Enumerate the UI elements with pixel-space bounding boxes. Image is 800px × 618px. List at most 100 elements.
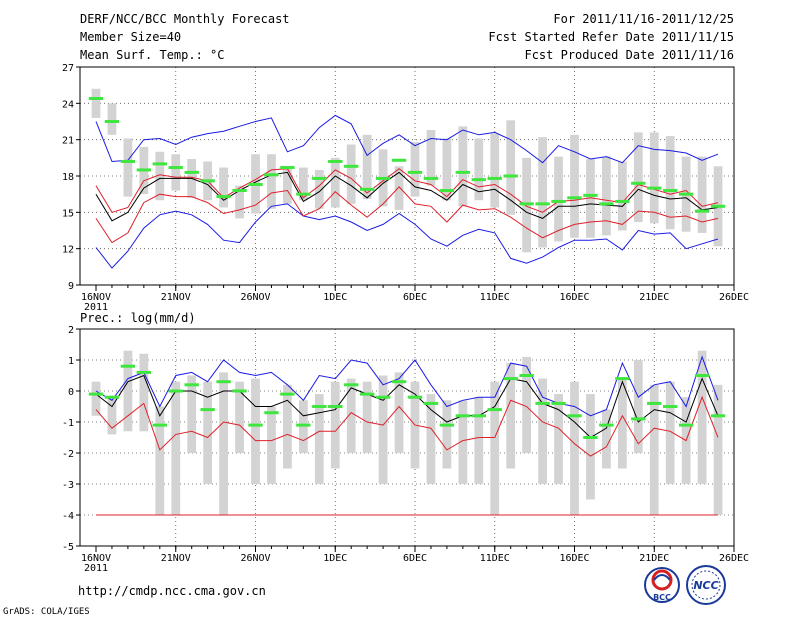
- median-marker: [583, 436, 598, 439]
- x-tick-label: 21DEC: [639, 553, 669, 564]
- median-marker: [104, 395, 120, 399]
- median-marker: [423, 176, 439, 180]
- median-marker: [535, 202, 550, 206]
- ncc-logo-text: NCC: [693, 579, 718, 592]
- ensemble-box: [362, 134, 372, 200]
- median-marker: [647, 401, 662, 405]
- median-marker: [678, 423, 694, 427]
- x-year-label: 2011: [84, 302, 108, 313]
- ensemble-box: [187, 375, 197, 453]
- ensemble-box: [314, 394, 324, 484]
- ensemble-box: [665, 381, 675, 484]
- x-tick-label: 1DEC: [323, 292, 347, 303]
- median-marker: [583, 193, 598, 197]
- ensemble-box: [506, 120, 516, 215]
- median-marker: [184, 170, 199, 174]
- median-marker: [344, 383, 359, 387]
- median-marker: [535, 401, 550, 405]
- median-marker: [248, 182, 263, 186]
- median-marker: [344, 164, 359, 168]
- forecast-period: For 2011/11/16-2011/12/25: [553, 12, 734, 26]
- ensemble-box: [314, 169, 324, 209]
- median-marker: [407, 170, 423, 174]
- median-marker: [104, 120, 120, 123]
- ensemble-box: [394, 372, 404, 453]
- lower-sd-line: [95, 186, 719, 244]
- median-marker: [152, 162, 167, 166]
- ensemble-box: [713, 384, 723, 515]
- median-marker: [694, 374, 710, 377]
- bcc-logo-text: BCC: [653, 593, 671, 602]
- ensemble-box: [538, 378, 547, 484]
- ensemble-box: [633, 132, 643, 223]
- median-marker: [519, 202, 534, 206]
- ensemble-box: [107, 103, 117, 135]
- ensemble-box: [283, 384, 292, 469]
- ensemble-box: [633, 360, 643, 453]
- ensemble-box: [442, 400, 452, 469]
- y-tick-label: 27: [62, 63, 74, 74]
- y-tick-label: -2: [62, 449, 74, 460]
- x-tick-label: 16NOV: [81, 292, 111, 303]
- ensemble-box: [267, 154, 276, 209]
- ensemble-box: [554, 394, 563, 484]
- x-tick-label: 1DEC: [323, 553, 347, 564]
- ensemble-box: [235, 381, 244, 453]
- ensemble-box: [697, 156, 707, 233]
- median-marker: [631, 417, 646, 421]
- ensemble-box: [570, 381, 579, 515]
- median-marker: [136, 168, 152, 172]
- ensemble-box: [155, 406, 165, 515]
- ensemble-box: [251, 378, 260, 484]
- median-marker: [455, 170, 471, 174]
- min-line: [95, 203, 719, 269]
- ensemble-box: [107, 397, 117, 435]
- x-year-label: 2011: [84, 563, 108, 574]
- median-marker: [280, 166, 295, 170]
- ensemble-box: [123, 138, 133, 197]
- max-line: [95, 114, 719, 164]
- y-tick-label: 18: [62, 172, 74, 183]
- median-marker: [200, 408, 215, 412]
- ensemble-box: [506, 363, 516, 469]
- ensemble-box: [330, 157, 340, 208]
- ensemble-box: [474, 397, 484, 484]
- ensemble-box: [602, 409, 611, 469]
- x-tick-label: 26DEC: [719, 292, 749, 303]
- ensemble-box: [586, 394, 595, 500]
- median-marker: [328, 405, 343, 408]
- precip-panel-title: Prec.: log(mm/d): [80, 311, 196, 325]
- median-marker: [551, 199, 566, 203]
- ensemble-box: [649, 132, 659, 224]
- source-url[interactable]: http://cmdp.ncc.cma.gov.cn: [78, 584, 266, 598]
- mean-line: [95, 374, 719, 439]
- median-marker: [599, 423, 614, 427]
- ncc-logo: NCC: [686, 565, 726, 605]
- median-marker: [120, 364, 136, 368]
- median-marker: [200, 179, 215, 183]
- median-marker: [296, 192, 311, 196]
- median-marker: [152, 423, 167, 427]
- median-marker: [375, 176, 391, 180]
- x-tick-label: 21NOV: [161, 292, 191, 303]
- median-marker: [439, 189, 455, 193]
- median-marker: [391, 380, 407, 384]
- figure-title: DERF/NCC/BCC Monthly Forecast: [80, 12, 290, 26]
- precipitation-panel: -5 -4 -3 -2 -1 0 1 2 16NOV 21NOV 26NOV 1DEC 6DEC 11DE…: [62, 325, 749, 574]
- ensemble-box: [330, 381, 340, 469]
- median-marker: [471, 414, 486, 418]
- median-marker: [312, 405, 327, 408]
- ensemble-box: [458, 400, 468, 484]
- x-tick-label: 16DEC: [559, 292, 589, 303]
- median-marker: [551, 401, 566, 405]
- y-tick-label: 1: [68, 356, 74, 367]
- median-marker: [296, 423, 311, 427]
- median-marker: [391, 158, 407, 162]
- ensemble-box: [203, 381, 213, 484]
- ensemble-box: [697, 350, 707, 484]
- median-marker: [567, 196, 582, 200]
- ensemble-box: [219, 167, 228, 208]
- ensemble-box: [139, 353, 149, 432]
- x-tick-label: 6DEC: [403, 553, 427, 564]
